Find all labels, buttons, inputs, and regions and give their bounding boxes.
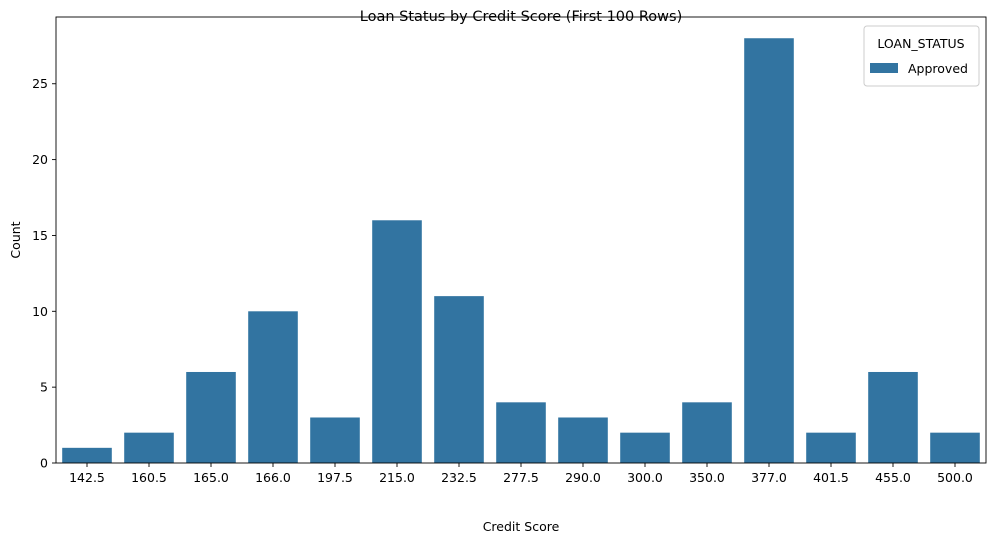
y-tick-label: 15 [32, 228, 48, 243]
bar-500.0 [930, 432, 980, 463]
x-tick-label: 350.0 [689, 470, 725, 485]
bar-277.5 [496, 402, 546, 463]
x-tick-label: 197.5 [317, 470, 353, 485]
bar-290.0 [558, 417, 608, 463]
x-tick-label: 277.5 [503, 470, 539, 485]
bar-160.5 [124, 432, 174, 463]
x-tick-label: 290.0 [565, 470, 601, 485]
legend-label-approved: Approved [908, 61, 968, 76]
bar-165.0 [186, 371, 236, 463]
bar-166.0 [248, 311, 298, 463]
bar-300.0 [620, 432, 670, 463]
y-tick-label: 25 [32, 76, 48, 91]
x-tick-label: 500.0 [937, 470, 973, 485]
y-tick-label: 20 [32, 152, 48, 167]
plot-frame [55, 16, 987, 464]
bar-215.0 [372, 220, 422, 463]
y-tick-label: 5 [40, 380, 48, 395]
x-axis-label: Credit Score [483, 519, 560, 534]
y-axis-ticks: 0 5 10 15 20 25 [32, 76, 56, 471]
x-tick-label: 232.5 [441, 470, 477, 485]
y-axis-label: Count [8, 221, 23, 258]
x-tick-label: 215.0 [379, 470, 415, 485]
legend-frame [863, 25, 980, 87]
x-tick-label: 160.5 [131, 470, 167, 485]
x-tick-label: 142.5 [69, 470, 105, 485]
bar-197.5 [310, 417, 360, 463]
x-axis-ticks: 142.5 160.5 165.0 166.0 197.5 215.0 232.5 277.5… [69, 463, 973, 485]
bar-455.0 [868, 371, 918, 463]
bar-350.0 [682, 402, 732, 463]
x-tick-label: 300.0 [627, 470, 663, 485]
y-tick-label: 10 [32, 304, 48, 319]
legend-title: LOAN_STATUS [877, 36, 964, 51]
x-tick-label: 166.0 [255, 470, 291, 485]
x-tick-label: 401.5 [813, 470, 849, 485]
bar-401.5 [806, 432, 856, 463]
x-tick-label: 455.0 [875, 470, 911, 485]
bars-group [62, 38, 980, 463]
x-tick-label: 165.0 [193, 470, 229, 485]
x-tick-label: 377.0 [751, 470, 787, 485]
legend-swatch-approved [870, 63, 898, 73]
y-tick-label: 0 [40, 456, 48, 471]
bar-232.5 [434, 296, 484, 463]
legend: LOAN_STATUS Approved [863, 25, 980, 87]
bar-142.5 [62, 447, 112, 463]
bar-377.0 [744, 38, 794, 463]
